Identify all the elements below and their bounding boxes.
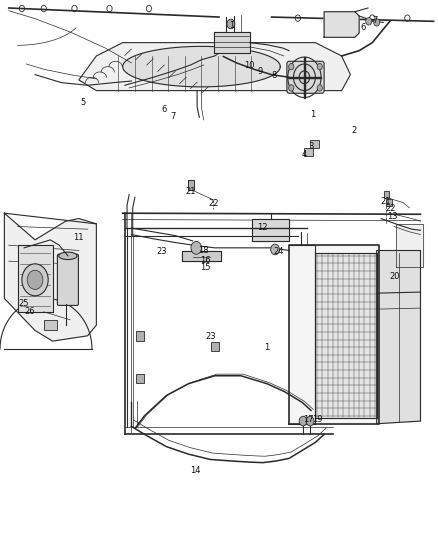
Text: 22: 22 — [385, 205, 396, 213]
FancyBboxPatch shape — [304, 148, 313, 156]
Text: 16: 16 — [200, 256, 210, 264]
Polygon shape — [396, 224, 423, 266]
Polygon shape — [214, 32, 250, 53]
Text: 7: 7 — [170, 112, 176, 120]
Text: 26: 26 — [24, 308, 35, 316]
Text: 24: 24 — [273, 247, 284, 256]
Circle shape — [22, 264, 48, 296]
FancyBboxPatch shape — [287, 61, 324, 93]
FancyBboxPatch shape — [211, 342, 219, 351]
FancyBboxPatch shape — [310, 140, 319, 148]
Text: 4: 4 — [302, 150, 307, 159]
Text: 1: 1 — [264, 343, 269, 352]
Text: 11: 11 — [73, 233, 83, 241]
Circle shape — [271, 244, 279, 255]
FancyBboxPatch shape — [136, 374, 144, 383]
Polygon shape — [288, 77, 321, 78]
Text: 21: 21 — [185, 188, 196, 196]
Polygon shape — [182, 251, 221, 261]
Text: 14: 14 — [190, 466, 200, 474]
Text: 17: 17 — [304, 415, 314, 424]
Text: 15: 15 — [200, 263, 210, 272]
FancyBboxPatch shape — [57, 254, 78, 305]
Text: 20: 20 — [390, 272, 400, 280]
Polygon shape — [377, 251, 420, 424]
Circle shape — [306, 416, 314, 426]
Circle shape — [299, 416, 307, 426]
Text: 7: 7 — [372, 16, 377, 25]
Text: 10: 10 — [244, 61, 255, 69]
Circle shape — [317, 63, 322, 70]
Circle shape — [191, 241, 201, 254]
FancyBboxPatch shape — [188, 180, 194, 190]
Circle shape — [27, 270, 43, 289]
Polygon shape — [252, 219, 289, 241]
Text: 18: 18 — [198, 246, 209, 255]
Circle shape — [374, 19, 380, 26]
Text: 9: 9 — [258, 68, 263, 76]
Polygon shape — [4, 213, 96, 341]
Polygon shape — [18, 245, 53, 312]
Text: 1: 1 — [230, 21, 235, 30]
Circle shape — [366, 18, 372, 25]
FancyBboxPatch shape — [44, 320, 57, 330]
Text: 23: 23 — [205, 333, 215, 341]
Text: 21: 21 — [380, 197, 391, 206]
Circle shape — [289, 63, 294, 70]
Polygon shape — [289, 245, 379, 424]
Circle shape — [289, 85, 294, 91]
Text: 13: 13 — [387, 212, 397, 221]
Circle shape — [227, 19, 235, 29]
Text: 6: 6 — [361, 23, 366, 32]
Text: 12: 12 — [257, 223, 267, 232]
Polygon shape — [304, 57, 305, 98]
Polygon shape — [123, 46, 280, 87]
Text: 25: 25 — [19, 300, 29, 308]
Text: 1: 1 — [311, 110, 316, 119]
Polygon shape — [324, 12, 359, 37]
Text: 2: 2 — [351, 126, 357, 135]
Text: 5: 5 — [81, 98, 86, 107]
Ellipse shape — [59, 252, 77, 260]
FancyBboxPatch shape — [136, 331, 144, 341]
Circle shape — [317, 85, 322, 91]
Text: 22: 22 — [208, 199, 219, 208]
Polygon shape — [315, 253, 377, 418]
Text: 6: 6 — [162, 105, 167, 114]
Text: 19: 19 — [312, 415, 323, 424]
Text: 3: 3 — [308, 142, 314, 150]
Polygon shape — [79, 43, 350, 91]
Text: 23: 23 — [157, 247, 167, 256]
FancyBboxPatch shape — [386, 199, 392, 206]
FancyBboxPatch shape — [384, 191, 389, 198]
Text: 8: 8 — [271, 71, 276, 80]
